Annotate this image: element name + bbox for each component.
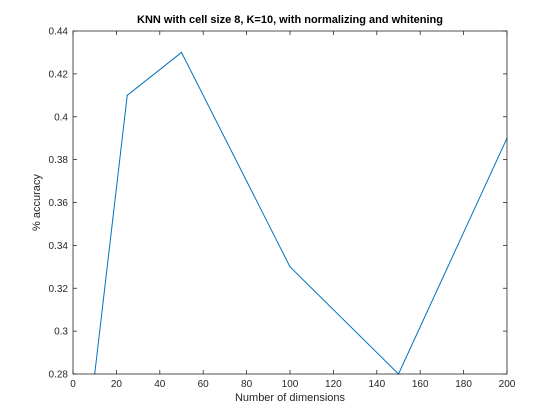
- y-tick-label: 0.32: [49, 284, 69, 295]
- y-tick-label: 0.38: [49, 155, 69, 166]
- x-tick-label: 160: [412, 379, 429, 390]
- y-tick-label: 0.44: [49, 27, 69, 38]
- x-tick-label: 200: [499, 379, 516, 390]
- data-point: [180, 51, 183, 54]
- plot-area: [73, 31, 507, 374]
- data-point: [126, 94, 128, 96]
- x-tick-label: 20: [111, 379, 123, 390]
- x-tick-label: 100: [282, 379, 299, 390]
- y-tick-label: 0.4: [54, 112, 68, 123]
- y-tick-label: 0.36: [49, 198, 69, 209]
- x-axis-label: Number of dimensions: [235, 392, 346, 404]
- x-tick-label: 120: [325, 379, 342, 390]
- x-tick-label: 0: [70, 379, 76, 390]
- chart-title: KNN with cell size 8, K=10, with normali…: [137, 14, 443, 26]
- x-tick-label: 40: [154, 379, 166, 390]
- y-tick-label: 0.42: [49, 69, 69, 80]
- y-tick-label: 0.3: [54, 327, 68, 338]
- y-tick-label: 0.28: [49, 370, 69, 381]
- x-axis: 0 20 40 60 80 100 120 140 160 180 200: [70, 31, 516, 390]
- x-tick-label: 180: [455, 379, 472, 390]
- y-axis: 0.28 0.3 0.32 0.34 0.36 0.38 0.4 0.42 0.44: [49, 27, 507, 381]
- data-point: [289, 266, 291, 268]
- y-tick-label: 0.34: [49, 241, 69, 252]
- x-tick-label: 60: [198, 379, 210, 390]
- y-axis-label: % accuracy: [31, 174, 43, 231]
- series-line: [94, 51, 508, 375]
- x-tick-label: 80: [241, 379, 253, 390]
- x-tick-label: 140: [368, 379, 385, 390]
